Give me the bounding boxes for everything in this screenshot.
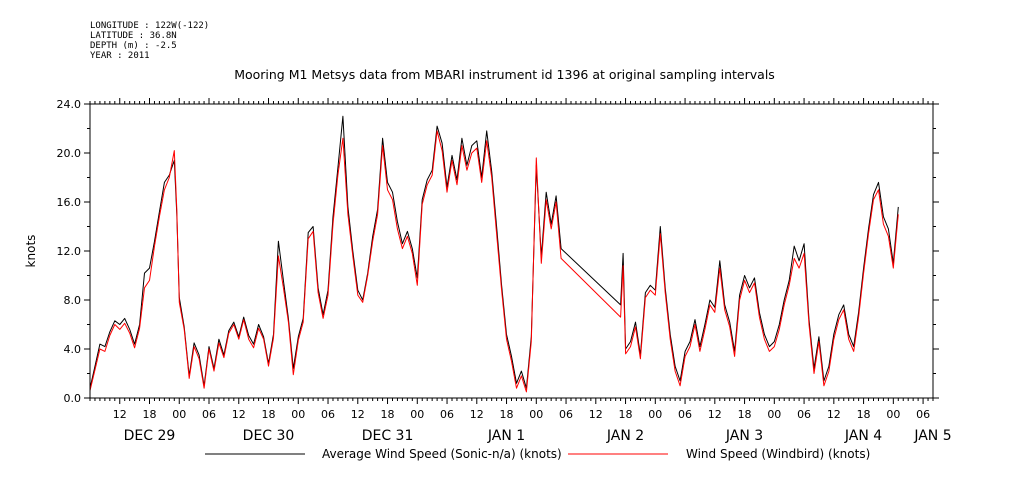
x-day-label: JAN 4 [844, 428, 882, 444]
x-hour-label: 06 [916, 408, 930, 421]
x-hour-label: 06 [321, 408, 335, 421]
longitude-label: LONGITUDE : 122W(-122) [90, 21, 210, 31]
x-hour-label: 18 [143, 408, 157, 421]
x-hour-label: 06 [440, 408, 454, 421]
y-axis-label: knots [24, 235, 38, 268]
depth-label: DEPTH (m) : -2.5 [90, 41, 177, 51]
x-day-label: JAN 1 [487, 428, 525, 444]
y-tick-label: 16.0 [57, 196, 82, 209]
x-hour-label: 00 [172, 408, 186, 421]
x-hour-label: 00 [291, 408, 305, 421]
x-hour-label: 06 [202, 408, 216, 421]
year-label: YEAR : 2011 [90, 51, 150, 61]
x-day-label: DEC 31 [362, 428, 414, 444]
x-hour-label: 06 [678, 408, 692, 421]
x-day-label: DEC 29 [124, 428, 176, 444]
x-hour-label: 18 [500, 408, 514, 421]
y-tick-label: 24.0 [57, 98, 82, 111]
x-hour-label: 00 [529, 408, 543, 421]
x-day-label: JAN 2 [606, 428, 644, 444]
x-hour-label: 18 [262, 408, 276, 421]
x-hour-label: 12 [589, 408, 603, 421]
x-hour-label: 12 [113, 408, 127, 421]
x-hour-label: 00 [410, 408, 424, 421]
plot-frame [89, 103, 934, 399]
metadata-header: LONGITUDE : 122W(-122) LATITUDE : 36.8N … [90, 21, 209, 61]
x-day-label: DEC 30 [243, 428, 295, 444]
legend: Average Wind Speed (Sonic-n/a) (knots) Wi… [205, 447, 870, 461]
legend-label-2: Wind Speed (Windbird) (knots) [686, 447, 870, 461]
y-tick-label: 4.0 [64, 343, 82, 356]
series-layer [89, 115, 899, 393]
series-line-1 [89, 115, 899, 389]
x-hour-label: 18 [857, 408, 871, 421]
y-tick-label: 12.0 [57, 245, 82, 258]
x-hour-label: 00 [767, 408, 781, 421]
x-hour-label: 18 [381, 408, 395, 421]
x-hour-label: 12 [708, 408, 722, 421]
chart-title: Mooring M1 Metsys data from MBARI instru… [234, 67, 775, 82]
x-hour-label: 00 [886, 408, 900, 421]
x-hour-label: 12 [232, 408, 246, 421]
x-day-label: JAN 3 [725, 428, 763, 444]
series-line-2 [89, 130, 899, 393]
x-hour-label: 06 [797, 408, 811, 421]
x-hour-label: 12 [470, 408, 484, 421]
x-hour-label: 18 [619, 408, 633, 421]
x-hour-label: 18 [738, 408, 752, 421]
y-tick-label: 8.0 [64, 294, 82, 307]
x-hour-label: 12 [351, 408, 365, 421]
x-day-label: JAN 5 [913, 428, 951, 444]
x-hour-label: 00 [648, 408, 662, 421]
legend-label-1: Average Wind Speed (Sonic-n/a) (knots) [322, 447, 562, 461]
latitude-label: LATITUDE : 36.8N [90, 31, 177, 41]
y-tick-label: 20.0 [57, 147, 82, 160]
y-tick-label: 0.0 [64, 392, 82, 405]
axis-labels: 0.0 4.0 8.0 12.0 16.0 20.0 24.0 12 18 00 06 12 18 00 0… [57, 98, 952, 444]
x-hour-label: 12 [827, 408, 841, 421]
x-hour-label: 06 [559, 408, 573, 421]
